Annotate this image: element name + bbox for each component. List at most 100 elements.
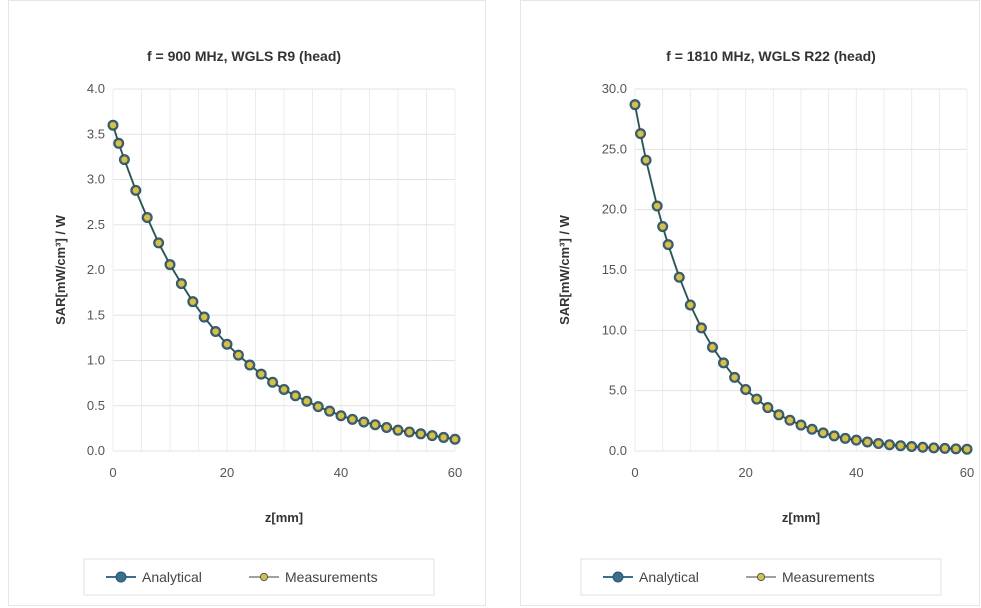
chart-900mhz: f = 900 MHz, WGLS R9 (head) 0.0 0.5 1.0 1.5 2… xyxy=(53,48,462,596)
data-point-measurements xyxy=(675,273,684,282)
data-point-measurements xyxy=(405,427,414,436)
legend: Analytical Measurements xyxy=(580,558,942,596)
chart-1810mhz: f = 1810 MHz, WGLS R22 (head) 0.0 5.0 10.0 1… xyxy=(557,48,974,596)
data-point-measurements xyxy=(325,407,334,416)
data-point-measurements xyxy=(658,222,667,231)
legend-marker-measurements xyxy=(259,572,269,582)
chart-panel-1810mhz: f = 1810 MHz, WGLS R22 (head) 0.0 5.0 10.0 1… xyxy=(520,0,980,606)
y-tick-label: 25.0 xyxy=(602,141,627,156)
x-tick-label: 0 xyxy=(631,465,638,480)
data-point-measurements xyxy=(819,428,828,437)
data-point-measurements xyxy=(211,327,220,336)
data-point-measurements xyxy=(918,443,927,452)
y-axis-label: SAR[mW/cm³] / W xyxy=(557,214,572,325)
data-point-measurements xyxy=(631,100,640,109)
y-tick-label: 4.0 xyxy=(87,81,105,96)
x-tick-label: 60 xyxy=(960,465,974,480)
x-axis-label: z[mm] xyxy=(265,510,303,525)
y-tick-label: 2.5 xyxy=(87,217,105,232)
data-point-measurements xyxy=(785,416,794,425)
data-point-measurements xyxy=(830,431,839,440)
x-tick-label: 0 xyxy=(109,465,116,480)
data-point-measurements xyxy=(774,410,783,419)
grid xyxy=(634,88,968,452)
data-point-measurements xyxy=(708,343,717,352)
x-axis-label: z[mm] xyxy=(782,510,820,525)
legend-marker-measurements xyxy=(756,572,766,582)
legend-label-analytical: Analytical xyxy=(639,569,699,585)
y-tick-label: 20.0 xyxy=(602,202,627,217)
data-point-measurements xyxy=(929,443,938,452)
data-point-measurements xyxy=(143,213,152,222)
grid xyxy=(112,88,456,452)
y-tick-label: 3.5 xyxy=(87,126,105,141)
data-point-measurements xyxy=(962,445,971,454)
x-tick-label: 20 xyxy=(220,465,234,480)
data-point-measurements xyxy=(393,426,402,435)
data-point-measurements xyxy=(450,435,459,444)
data-point-measurements xyxy=(279,385,288,394)
data-point-measurements xyxy=(896,441,905,450)
legend-label-measurements: Measurements xyxy=(782,569,875,585)
y-tick-label: 1.0 xyxy=(87,353,105,368)
x-tick-label: 20 xyxy=(738,465,752,480)
y-tick-label: 15.0 xyxy=(602,262,627,277)
y-tick-label: 2.0 xyxy=(87,262,105,277)
data-point-measurements xyxy=(642,156,651,165)
data-point-measurements xyxy=(752,395,761,404)
data-point-measurements xyxy=(222,340,231,349)
data-point-measurements xyxy=(863,437,872,446)
data-point-measurements xyxy=(416,429,425,438)
y-axis-label: SAR[mW/cm³] / W xyxy=(53,214,68,325)
x-tick-label: 40 xyxy=(334,465,348,480)
data-point-measurements xyxy=(382,423,391,432)
y-tick-label: 30.0 xyxy=(602,81,627,96)
chart-title: f = 900 MHz, WGLS R9 (head) xyxy=(147,48,341,64)
data-point-measurements xyxy=(796,421,805,430)
data-point-measurements xyxy=(314,402,323,411)
legend-label-analytical: Analytical xyxy=(142,569,202,585)
data-point-measurements xyxy=(636,129,645,138)
data-point-measurements xyxy=(940,444,949,453)
data-point-measurements xyxy=(348,415,357,424)
data-point-measurements xyxy=(653,202,662,211)
data-point-measurements xyxy=(234,351,243,360)
data-point-measurements xyxy=(664,240,673,249)
data-point-measurements xyxy=(439,433,448,442)
legend: Analytical Measurements xyxy=(83,558,435,596)
data-point-measurements xyxy=(336,411,345,420)
data-point-measurements xyxy=(268,378,277,387)
data-point-measurements xyxy=(874,439,883,448)
data-point-measurements xyxy=(428,431,437,440)
data-point-measurements xyxy=(730,373,739,382)
data-point-measurements xyxy=(302,397,311,406)
data-point-measurements xyxy=(741,385,750,394)
data-point-measurements xyxy=(852,436,861,445)
legend-marker-analytical xyxy=(612,571,624,583)
data-point-measurements xyxy=(154,238,163,247)
legend-label-measurements: Measurements xyxy=(285,569,378,585)
data-point-measurements xyxy=(200,313,209,322)
data-point-measurements xyxy=(697,323,706,332)
data-point-measurements xyxy=(808,425,817,434)
data-point-measurements xyxy=(907,442,916,451)
data-point-measurements xyxy=(885,440,894,449)
chart-panel-900mhz: f = 900 MHz, WGLS R9 (head) 0.0 0.5 1.0 1.5 2… xyxy=(8,0,486,606)
data-point-measurements xyxy=(188,297,197,306)
data-point-measurements xyxy=(257,370,266,379)
data-point-measurements xyxy=(120,155,129,164)
x-tick-label: 60 xyxy=(448,465,462,480)
data-point-measurements xyxy=(109,121,118,130)
legend-marker-analytical xyxy=(115,571,127,583)
data-point-measurements xyxy=(131,186,140,195)
y-tick-label: 0.0 xyxy=(87,443,105,458)
data-point-measurements xyxy=(951,444,960,453)
data-point-measurements xyxy=(719,358,728,367)
data-point-measurements xyxy=(291,391,300,400)
data-point-measurements xyxy=(245,361,254,370)
data-point-measurements xyxy=(165,260,174,269)
data-point-measurements xyxy=(686,300,695,309)
y-tick-label: 1.5 xyxy=(87,307,105,322)
series-measurements xyxy=(109,121,459,444)
